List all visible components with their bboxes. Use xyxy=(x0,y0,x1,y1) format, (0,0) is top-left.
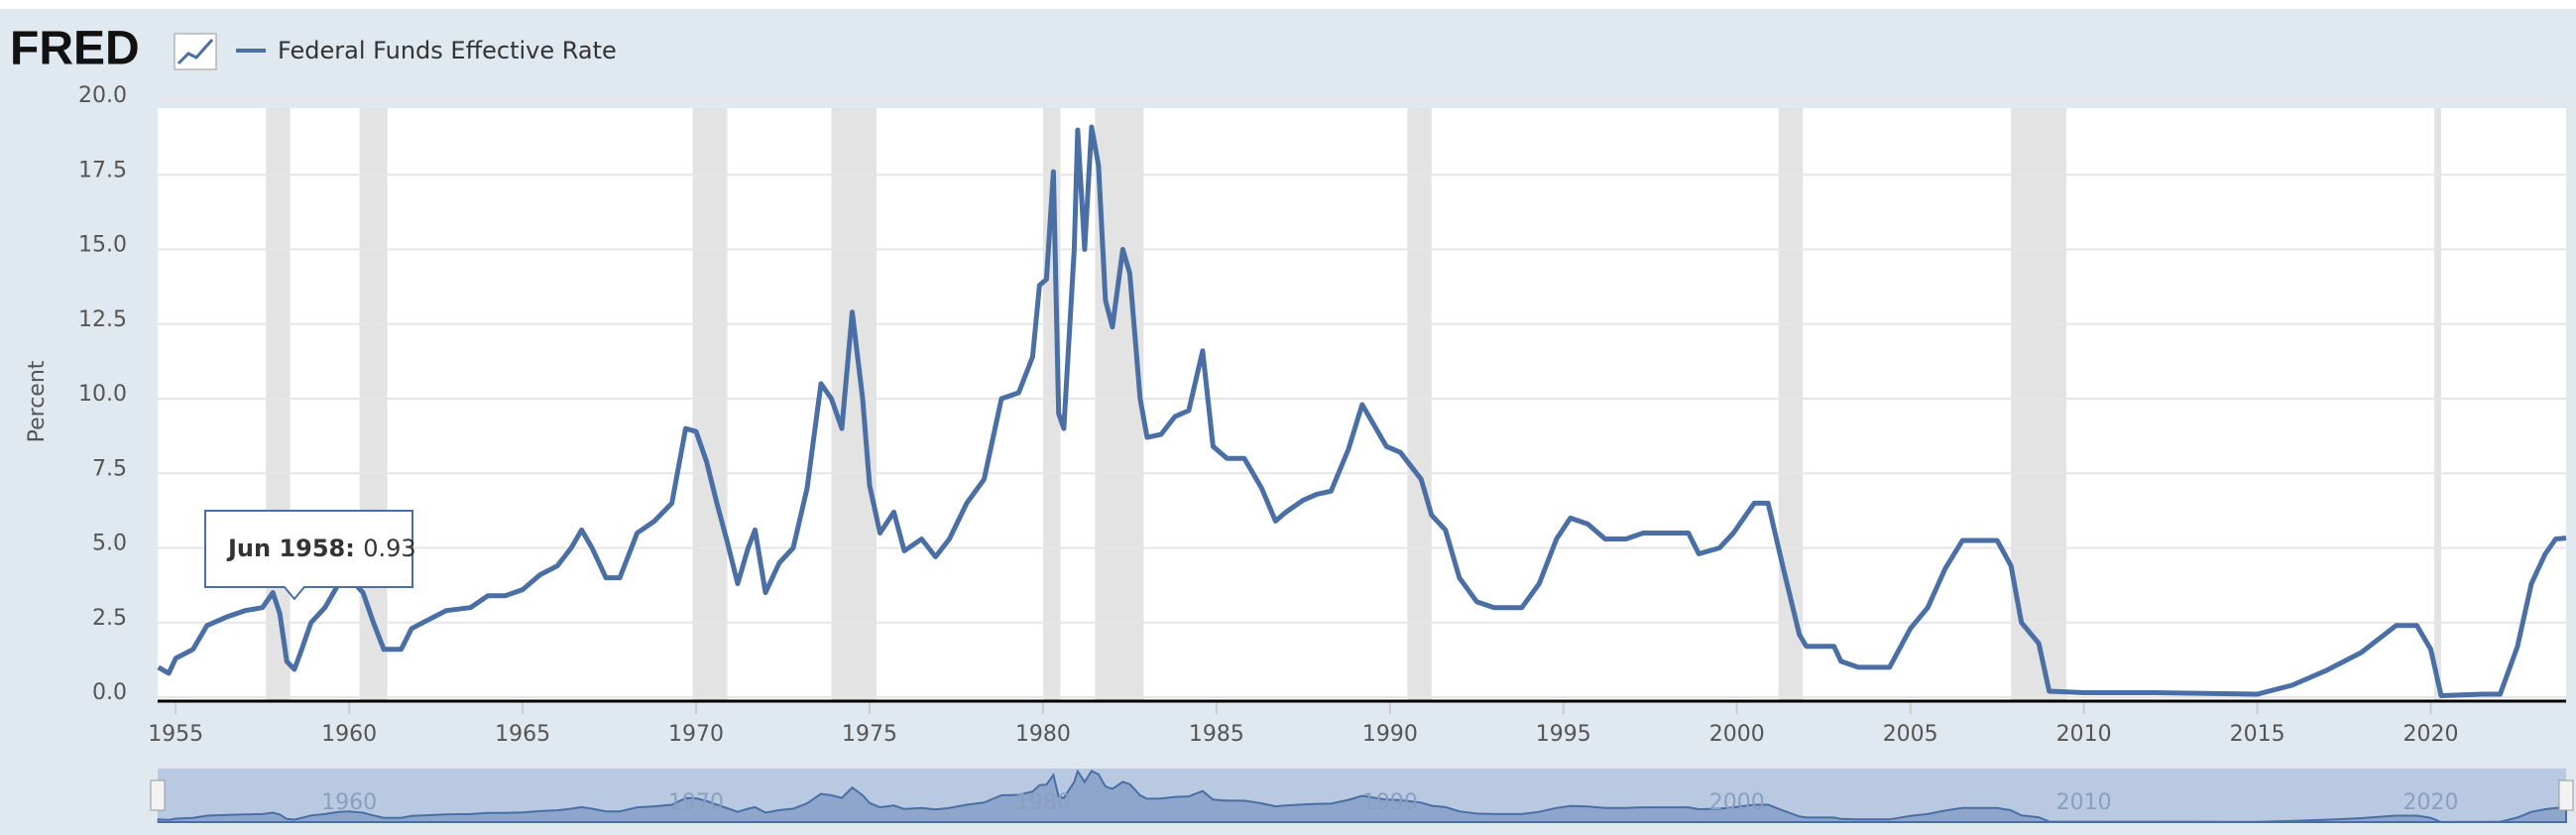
y-tick-label: 20.0 xyxy=(78,83,127,108)
tooltip-date: Jun 1958 xyxy=(226,535,345,562)
recession-band xyxy=(2011,108,2067,701)
navigator-label: 1980 xyxy=(1015,790,1071,815)
logo: FRED xyxy=(10,23,140,75)
x-tick-label: 1985 xyxy=(1189,722,1244,747)
recession-band xyxy=(1407,108,1432,701)
y-tick-label: 12.5 xyxy=(78,307,127,332)
y-tick-label: 15.0 xyxy=(78,233,127,258)
recession-band xyxy=(359,108,388,701)
navigator-handle[interactable] xyxy=(150,779,166,811)
recession-band xyxy=(692,108,728,701)
navigator-label: 1970 xyxy=(668,790,724,815)
recession-band xyxy=(831,108,877,701)
x-tick-label: 2020 xyxy=(2403,722,2459,747)
x-tick-label: 1975 xyxy=(842,722,897,747)
tooltip-value: 0.93 xyxy=(363,535,415,562)
navigator-label: 1960 xyxy=(321,790,377,815)
x-tick-label: 2005 xyxy=(1883,722,1938,747)
top-strip xyxy=(0,0,2576,9)
navigator-label: 2000 xyxy=(1709,790,1765,815)
y-tick-label: 7.5 xyxy=(92,456,127,481)
y-tick-label: 10.0 xyxy=(78,382,127,407)
recession-band xyxy=(2434,108,2442,701)
tooltip-text: Jun 1958: 0.93 xyxy=(226,535,416,562)
x-tick-label: 1995 xyxy=(1536,722,1591,747)
recession-band xyxy=(1095,108,1144,701)
navigator-handle[interactable] xyxy=(2558,779,2574,811)
legend-label: Federal Funds Effective Rate xyxy=(278,37,617,64)
x-tick-label: 1970 xyxy=(668,722,724,747)
navigator-label: 2010 xyxy=(2056,790,2112,815)
x-tick-label: 2015 xyxy=(2230,722,2285,747)
navigator-label: 1990 xyxy=(1362,790,1418,815)
recession-band xyxy=(1778,108,1804,701)
navigator-label: 2020 xyxy=(2403,790,2459,815)
y-tick-label: 5.0 xyxy=(92,532,127,556)
y-tick-label: 2.5 xyxy=(92,606,127,631)
y-tick-label: 17.5 xyxy=(78,158,127,182)
tooltip-box xyxy=(204,510,413,601)
series-line xyxy=(157,124,2567,698)
y-tick-label: 0.0 xyxy=(92,680,127,705)
x-tick-label: 2000 xyxy=(1709,722,1765,747)
x-tick-label: 1990 xyxy=(1362,722,1418,747)
x-tick-label: 1980 xyxy=(1015,722,1071,747)
y-axis-label: Percent xyxy=(25,360,50,442)
logo-icon xyxy=(174,33,217,70)
x-tick-label: 2010 xyxy=(2056,722,2112,747)
x-tick-label: 1960 xyxy=(321,722,377,747)
x-tick-label: 1955 xyxy=(148,722,203,747)
navigator-area xyxy=(157,769,2567,823)
x-tick-label: 1965 xyxy=(495,722,550,747)
